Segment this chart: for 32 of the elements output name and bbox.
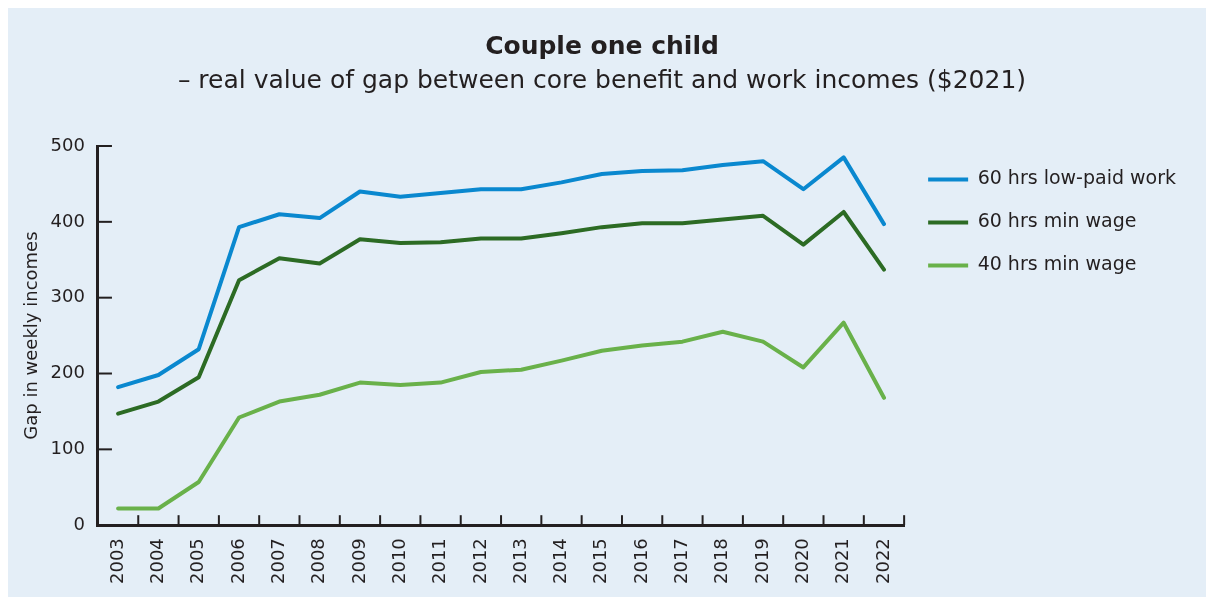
x-tick-label: 2018 [710,538,732,584]
x-tick-label: 2015 [589,538,611,584]
x-tick-label: 2013 [508,538,530,584]
y-tick-label: 100 [50,437,85,459]
y-tick-label: 400 [50,209,85,231]
x-tick-label: 2017 [670,538,692,584]
chart-subtitle: – real value of gap between core benefit and work incomes ($2021) [177,64,1027,94]
x-tick-label: 2012 [468,538,490,584]
legend-label: 60 hrs min wage [977,209,1137,232]
x-tick-label: 2014 [549,538,571,584]
y-tick-label: 500 [50,133,85,155]
x-tick-label: 2003 [105,538,127,584]
y-tick-label: 0 [73,512,85,534]
x-tick-label: 2021 [831,538,853,584]
y-tick-label: 200 [50,361,85,383]
x-tick-label: 2011 [428,538,450,584]
x-tick-label: 2007 [267,538,289,584]
x-tick-label: 2008 [307,538,329,584]
x-tick-label: 2016 [629,538,651,584]
legend-label: 40 hrs min wage [977,252,1137,275]
x-tick-label: 2004 [146,538,168,584]
x-tick-label: 2005 [186,538,208,584]
x-tick-label: 2009 [347,538,369,584]
x-tick-label: 2019 [750,538,772,584]
x-tick-label: 2010 [387,538,409,584]
x-tick-label: 2022 [871,538,893,584]
y-tick-label: 300 [50,285,85,307]
x-tick-label: 2006 [226,538,248,584]
y-axis-title: Gap in weekly incomes [20,231,42,440]
legend-label: 60 hrs low-paid work [977,166,1177,189]
chart-title: Couple one child [485,30,719,60]
x-tick-label: 2020 [791,538,813,584]
